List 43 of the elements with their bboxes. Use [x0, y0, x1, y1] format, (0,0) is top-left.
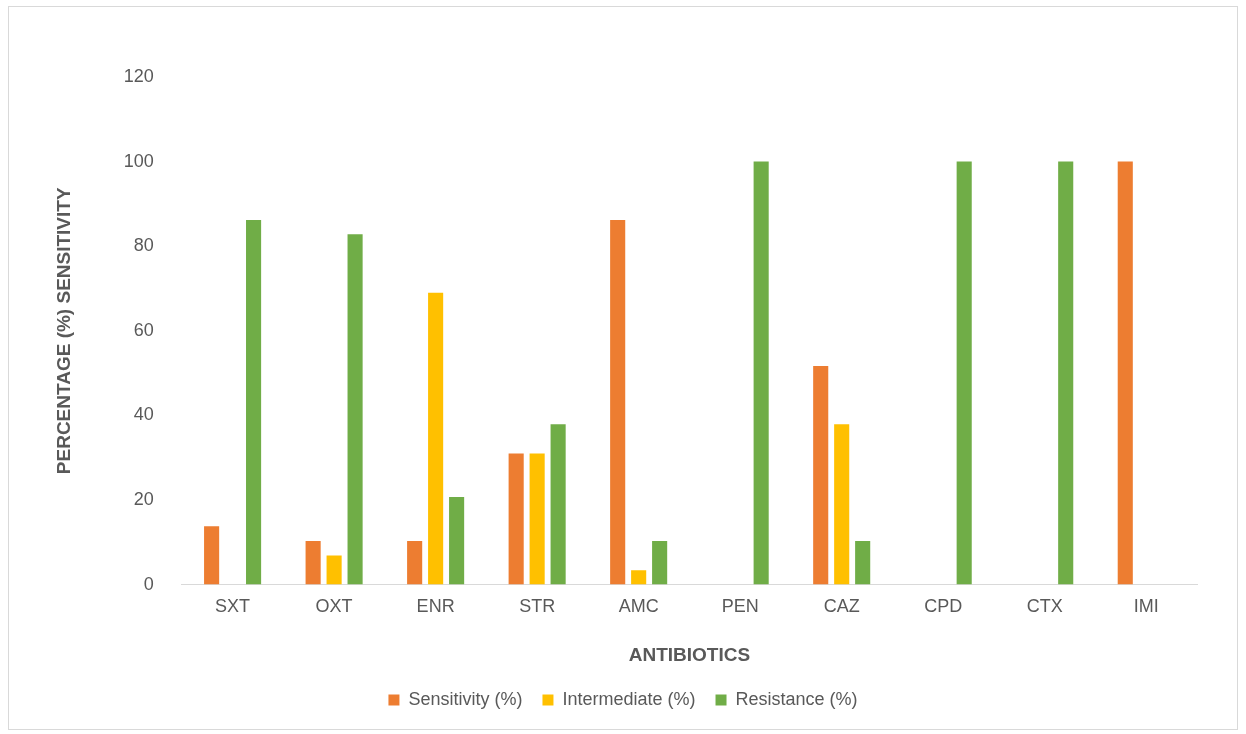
bar — [610, 219, 626, 585]
bar — [1058, 161, 1074, 585]
bar — [834, 424, 850, 585]
y-tick-label: 20 — [133, 488, 154, 509]
y-tick-label: 40 — [133, 404, 154, 425]
bar — [753, 161, 769, 585]
bar — [407, 541, 423, 585]
legend-label: Intermediate (%) — [562, 688, 696, 709]
x-tick-label: PEN — [721, 596, 759, 617]
bar — [305, 541, 321, 585]
x-tick-label: ENR — [416, 596, 455, 617]
x-tick-label: STR — [519, 596, 556, 617]
bar — [449, 497, 465, 585]
bar — [550, 424, 566, 585]
bar — [428, 292, 444, 585]
y-tick-label: 60 — [133, 319, 154, 340]
x-tick-label: SXT — [215, 596, 251, 617]
bar — [855, 541, 871, 585]
y-tick-label: 0 — [143, 573, 154, 594]
bar — [508, 453, 524, 585]
bar — [347, 234, 363, 585]
bar — [204, 526, 220, 585]
legend-label: Resistance (%) — [735, 688, 858, 709]
y-tick-label: 100 — [123, 150, 154, 171]
x-axis-title: ANTIBIOTICS — [628, 643, 751, 665]
x-tick-label: CAZ — [823, 596, 860, 617]
bar — [652, 541, 668, 585]
y-axis-title: PERCENTAGE (%) SENSITIVITY — [52, 187, 74, 475]
legend-label: Sensitivity (%) — [408, 688, 523, 709]
x-tick-label: OXT — [315, 596, 353, 617]
x-tick-label: CTX — [1026, 596, 1063, 617]
bar — [326, 555, 342, 585]
bar — [1117, 161, 1133, 585]
y-tick-label: 80 — [133, 235, 154, 256]
x-tick-label: AMC — [618, 596, 659, 617]
bar — [631, 570, 647, 585]
bar — [956, 161, 972, 585]
y-tick-label: 120 — [123, 65, 154, 86]
bar — [813, 365, 829, 585]
x-tick-label: IMI — [1133, 596, 1159, 617]
x-tick-label: CPD — [924, 596, 963, 617]
bar — [529, 453, 545, 585]
bar — [246, 219, 262, 585]
